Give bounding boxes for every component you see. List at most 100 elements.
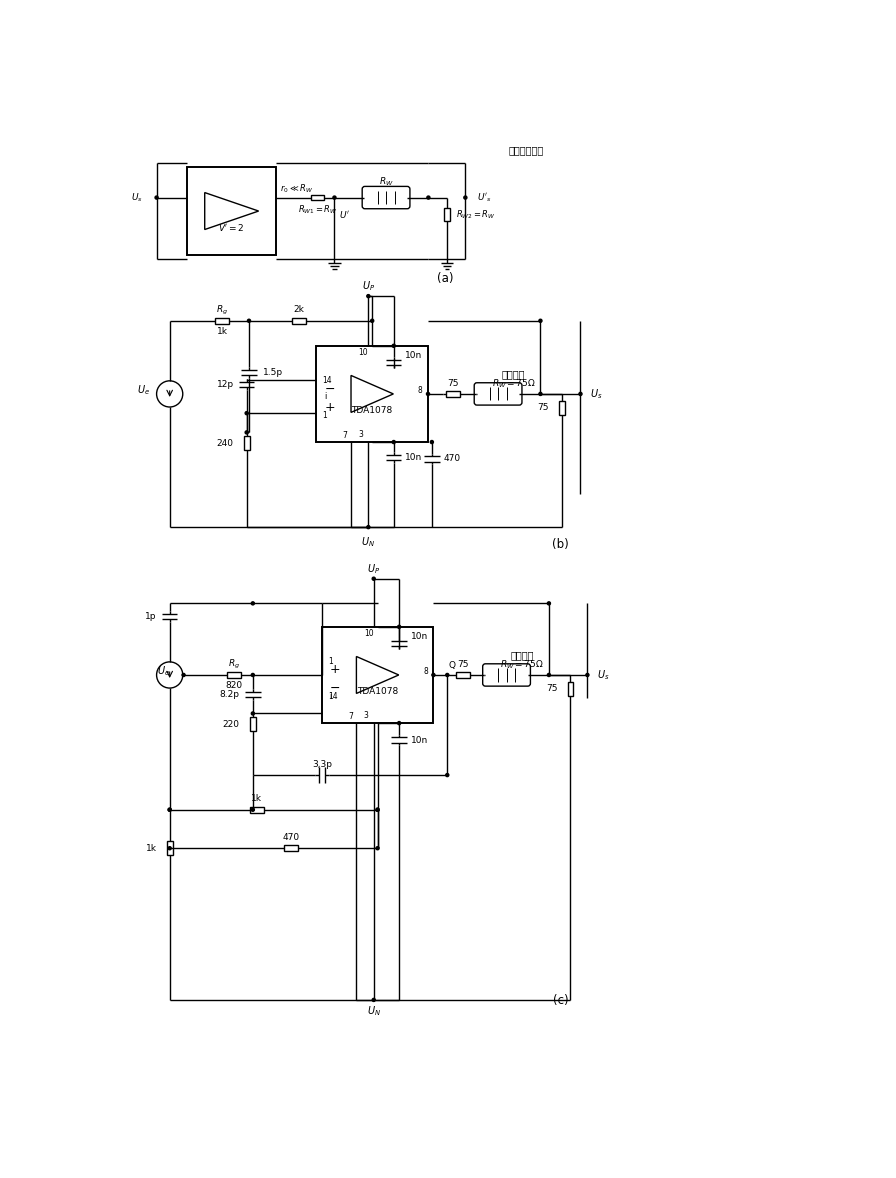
Text: 7: 7 [349, 712, 353, 721]
Circle shape [398, 626, 401, 628]
FancyBboxPatch shape [483, 664, 530, 686]
Bar [444, 207, 450, 221]
Circle shape [392, 344, 395, 348]
Circle shape [464, 196, 467, 199]
Circle shape [398, 722, 401, 724]
Circle shape [376, 808, 379, 812]
Circle shape [168, 808, 171, 812]
Text: TDA1078: TDA1078 [357, 688, 398, 696]
Circle shape [538, 392, 542, 396]
Text: 470: 470 [444, 455, 461, 463]
Text: 470: 470 [283, 833, 300, 842]
Text: i: i [324, 392, 326, 402]
Text: 75: 75 [546, 684, 557, 694]
Bar [445, 391, 460, 397]
Circle shape [426, 196, 430, 199]
Text: $U_s$: $U_s$ [590, 388, 603, 401]
Circle shape [155, 196, 158, 199]
Bar [567, 682, 573, 696]
Text: $U_s$: $U_s$ [131, 191, 142, 204]
Circle shape [432, 674, 435, 676]
Text: 3: 3 [364, 710, 368, 720]
Text: $+$: $+$ [330, 663, 340, 676]
Text: $R_{W2}=R_W$: $R_{W2}=R_W$ [456, 209, 495, 220]
Circle shape [157, 380, 183, 408]
Bar [250, 717, 255, 732]
Text: 1k: 1k [217, 327, 228, 336]
Text: $R_g$: $R_g$ [228, 657, 239, 670]
Bar [167, 841, 173, 855]
Polygon shape [204, 192, 259, 230]
Text: $R_W=75\Omega$: $R_W=75\Omega$ [492, 378, 535, 390]
Polygon shape [357, 656, 399, 694]
Text: 7: 7 [343, 431, 348, 439]
Text: 10n: 10n [405, 351, 423, 359]
Text: 12p: 12p [217, 380, 234, 389]
Text: 75: 75 [457, 660, 469, 669]
Text: 1k: 1k [145, 843, 157, 853]
Circle shape [251, 674, 254, 676]
Text: $U_e$: $U_e$ [157, 664, 170, 679]
Text: 1k: 1k [251, 794, 263, 803]
Circle shape [579, 392, 582, 396]
Circle shape [372, 999, 375, 1001]
Bar [316, 346, 428, 442]
Text: $V'=2$: $V'=2$ [219, 223, 245, 233]
Text: 820: 820 [225, 681, 242, 690]
Circle shape [157, 662, 183, 688]
Text: $U_e$: $U_e$ [137, 383, 151, 397]
Bar [215, 318, 229, 324]
Text: 同轴导线波阻: 同轴导线波阻 [509, 145, 544, 154]
Circle shape [371, 319, 374, 323]
Circle shape [445, 674, 449, 676]
Text: 75: 75 [447, 378, 459, 388]
Text: $U'_s$: $U'_s$ [477, 191, 491, 204]
Text: 10n: 10n [410, 631, 428, 641]
Text: 1: 1 [323, 411, 327, 421]
Circle shape [333, 196, 336, 199]
Circle shape [247, 319, 251, 323]
Text: (b): (b) [553, 537, 569, 550]
Circle shape [246, 411, 248, 415]
Bar [311, 194, 324, 200]
Text: $U_P$: $U_P$ [367, 562, 380, 576]
Text: 同轴导线: 同轴导线 [510, 650, 534, 660]
Text: 14: 14 [328, 691, 338, 701]
Bar [284, 846, 298, 852]
Text: Q: Q [448, 661, 455, 670]
Text: 1: 1 [328, 656, 332, 666]
Text: 2k: 2k [294, 305, 305, 315]
Text: 220: 220 [223, 720, 240, 729]
Text: (a): (a) [437, 272, 453, 285]
Text: 1p: 1p [145, 611, 157, 621]
Circle shape [182, 674, 185, 676]
Bar [244, 436, 250, 450]
Text: 10n: 10n [405, 454, 423, 462]
Circle shape [586, 674, 589, 676]
Polygon shape [351, 376, 393, 412]
Circle shape [445, 774, 449, 776]
Bar [250, 807, 263, 813]
Bar [559, 401, 564, 415]
Circle shape [366, 294, 370, 298]
Circle shape [547, 602, 550, 604]
Circle shape [366, 525, 370, 529]
Circle shape [426, 392, 429, 396]
Text: $-$: $-$ [330, 681, 340, 694]
Text: $R_W=75\Omega$: $R_W=75\Omega$ [500, 659, 544, 671]
Text: i: i [330, 691, 332, 701]
Circle shape [430, 441, 434, 444]
Text: TDA1078: TDA1078 [351, 406, 392, 416]
Text: 8: 8 [423, 667, 428, 676]
Text: 14: 14 [323, 376, 332, 384]
Bar [322, 627, 434, 723]
Text: $R_W$: $R_W$ [379, 176, 393, 188]
Circle shape [251, 712, 254, 715]
Circle shape [168, 808, 171, 812]
Bar [292, 318, 306, 324]
Circle shape [246, 431, 248, 434]
Circle shape [538, 319, 542, 323]
Text: 10: 10 [364, 629, 374, 638]
Circle shape [376, 847, 379, 849]
Text: $U_s$: $U_s$ [598, 668, 610, 682]
